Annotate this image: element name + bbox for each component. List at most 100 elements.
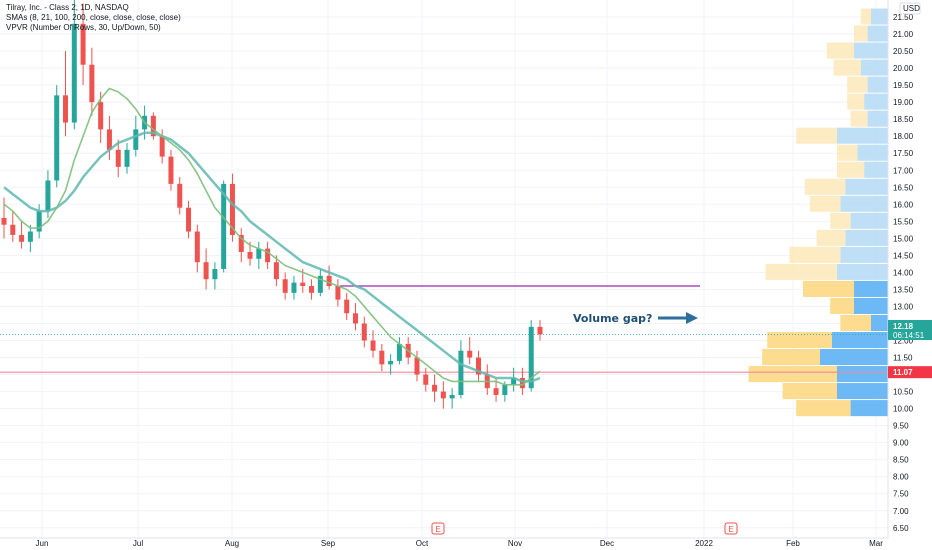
candle-body — [449, 394, 455, 399]
vp-down-bar — [789, 246, 841, 263]
candle-body — [45, 180, 51, 212]
candle-body — [326, 275, 332, 287]
vp-down-bar — [847, 93, 865, 110]
level-price-badge — [888, 366, 932, 379]
candle — [344, 292, 350, 321]
candle — [317, 269, 323, 297]
vp-up-bar-value-area — [831, 331, 888, 349]
candle — [528, 320, 534, 392]
vp-down-bar — [796, 127, 837, 144]
vp-down-bar-value-area — [803, 280, 854, 297]
sma-8-line — [3, 87, 541, 386]
vp-down-bar-value-area — [782, 383, 837, 400]
vp-down-bar — [830, 212, 851, 229]
candle-body — [273, 262, 279, 280]
candle — [212, 262, 218, 290]
candle — [256, 241, 262, 269]
vp-down-bar — [847, 76, 868, 93]
vp-up-bar — [840, 195, 888, 212]
vp-down-bar — [804, 178, 846, 195]
chart-legend: Tilray, Inc. - Class 2, 1D, NASDAQ SMAs … — [6, 3, 181, 33]
x-tick-label: Dec — [600, 539, 614, 548]
candle-body — [159, 136, 165, 157]
symbol-title: Tilray, Inc. - Class 2, 1D, NASDAQ — [6, 3, 129, 12]
earnings-marker-box — [724, 522, 738, 535]
y-tick-label: 8.00 — [893, 473, 909, 482]
candle-body — [203, 262, 209, 280]
candle — [352, 303, 358, 331]
candle-body — [467, 350, 473, 358]
earnings-marker: E — [431, 522, 445, 535]
candle-body — [475, 357, 481, 375]
earnings-marker: E — [724, 522, 738, 535]
arrow-annotation — [658, 312, 698, 324]
candle — [467, 337, 473, 365]
candle — [291, 275, 297, 300]
currency-badge — [899, 2, 921, 15]
candle — [449, 388, 455, 409]
candle — [282, 272, 288, 300]
y-tick-label: 21.00 — [893, 30, 914, 39]
candle — [98, 91, 104, 144]
vp-up-bar — [850, 212, 888, 229]
y-tick-label: 21.50 — [893, 13, 914, 22]
candle — [1, 197, 7, 239]
candle-body — [54, 95, 60, 181]
price-axis: 6.50 7.00 7.50 8.00 8.50 9.00 9.50 10.00 10.50 11… — [887, 0, 914, 538]
vp-down-bar — [837, 161, 865, 178]
candle — [273, 255, 279, 287]
candle-body — [282, 279, 288, 293]
vp-up-bar — [840, 246, 888, 263]
vp-down-bar — [850, 110, 868, 127]
y-tick-label: 18.50 — [893, 115, 914, 124]
earnings-marker-label: E — [728, 525, 733, 534]
volume-profile — [748, 8, 888, 417]
x-tick-label: Jun — [36, 539, 49, 548]
vp-down-bar-value-area — [748, 366, 837, 383]
y-tick-label: 11.50 — [893, 354, 913, 363]
candle-body — [502, 384, 508, 395]
candle — [475, 350, 481, 382]
y-tick-label: 12.00 — [893, 337, 914, 346]
y-tick-label: 17.50 — [893, 149, 914, 158]
y-tick-label: 19.50 — [893, 81, 914, 90]
candle-body — [511, 377, 517, 385]
vp-up-bar — [860, 59, 888, 76]
candle — [27, 224, 33, 252]
x-tick-label: Feb — [786, 539, 800, 548]
vp-down-bar-value-area — [762, 349, 820, 366]
y-tick-label: 13.50 — [893, 285, 914, 294]
candle — [361, 316, 367, 348]
candle — [537, 320, 543, 341]
horizontal-lines — [0, 285, 888, 373]
candle-body — [414, 357, 420, 375]
vp-up-bar — [864, 161, 888, 178]
candle-body — [291, 282, 297, 293]
vp-up-bar-value-area — [837, 366, 888, 383]
vp-up-bar — [845, 178, 888, 195]
candle-body — [194, 231, 200, 263]
y-tick-label: 16.50 — [893, 183, 914, 192]
candle-body — [379, 350, 385, 365]
candle — [19, 221, 25, 249]
candle-body — [493, 388, 499, 395]
candle-body — [10, 224, 16, 235]
moving-averages — [3, 87, 541, 386]
candle — [326, 265, 332, 290]
y-tick-label: 7.00 — [893, 507, 909, 516]
vp-down-bar-value-area — [796, 400, 851, 417]
y-tick-label: 10.50 — [893, 388, 914, 397]
vp-up-bar — [854, 42, 888, 59]
candle — [229, 173, 235, 242]
y-tick-label: 14.50 — [893, 251, 914, 260]
candle-body — [256, 248, 262, 259]
candle-body — [238, 234, 244, 252]
candle — [80, 3, 86, 86]
earnings-marker-label: E — [435, 525, 440, 534]
candle-body — [352, 313, 358, 324]
candle-body — [317, 275, 323, 293]
candle — [71, 0, 77, 130]
candle-body — [361, 323, 367, 341]
